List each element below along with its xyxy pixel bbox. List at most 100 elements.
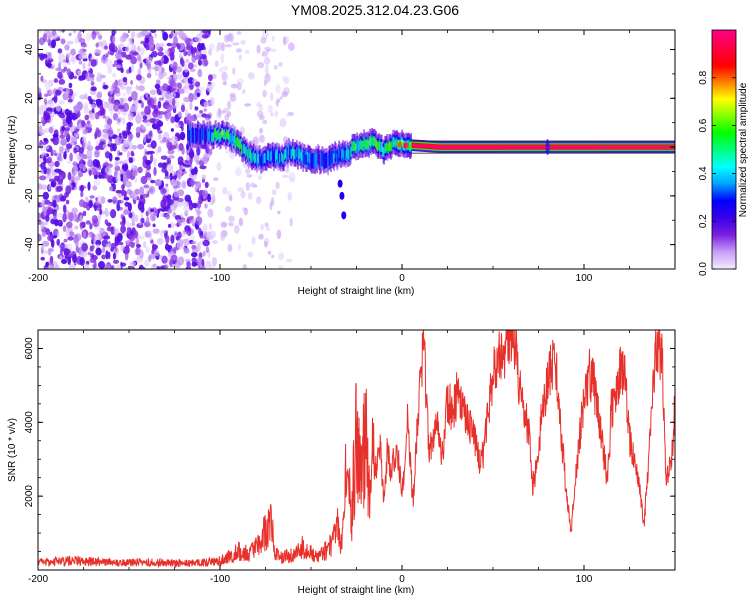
heatmap-ridge-cell [592,145,594,149]
heatmap-ridge-cell [245,147,247,157]
heatmap-noise-cell [78,60,83,65]
heatmap-noise-cell [242,263,248,269]
heatmap-ridge-cell [519,145,521,149]
heatmap-noise-cell [186,260,191,269]
heatmap-noise-cell [41,199,45,208]
colorbar-cell [712,241,736,244]
heatmap-ridge-cell [219,132,221,143]
heatmap-ridge-cell [378,140,380,151]
heatmap-noise-cell [205,246,210,253]
heatmap-noise-cell [77,30,82,40]
heatmap-ridge-cell [430,145,432,148]
heatmap-noise-cell [105,53,109,58]
heatmap-ridge-cell [553,145,555,149]
heatmap-noise-cell [40,144,47,152]
heatmap-noise-cell [158,43,165,48]
heatmap-noise-cell [120,98,124,106]
heatmap-ridge-cell [226,131,228,137]
heatmap-ridge-cell [408,142,410,148]
heatmap-noise-cell [61,60,66,67]
heatmap-noise-cell [49,102,54,109]
heatmap-noise-cell [43,137,48,142]
heatmap-noise-cell [187,48,192,57]
heatmap-ridge-cell [483,145,485,149]
heatmap-ridge-cell [291,149,293,159]
heatmap-noise-cell [117,110,121,115]
heatmap-noise-cell [196,200,202,209]
heatmap-noise-cell [63,151,67,160]
heatmap-noise-cell [191,261,198,267]
heatmap-noise-cell [52,133,59,138]
heatmap-ridge-cell [359,140,361,151]
heatmap-ridge-cell [339,149,341,160]
heatmap-noise-cell [169,51,175,62]
heatmap-ridge-cell [393,137,395,147]
heatmap-ridge-cell [259,152,261,163]
colorbar-cell [712,255,736,258]
heatmap-noise-cell [135,111,142,116]
heatmap-noise-cell [138,221,142,226]
heatmap-ridge-cell [454,145,456,149]
spectrogram-x-tick-label: 100 [576,273,593,284]
heatmap-noise-cell [120,67,124,74]
heatmap-noise-cell [249,140,256,144]
heatmap-ridge-cell [413,143,415,147]
heatmap-noise-cell [245,49,250,54]
heatmap-noise-cell [102,84,109,90]
heatmap-noise-cell [276,98,281,103]
heatmap-ridge-cell [221,130,223,136]
heatmap-noise-cell [188,84,194,90]
heatmap-noise-cell [140,205,145,213]
heatmap-ridge-cell [497,145,499,149]
heatmap-noise-cell [171,97,176,107]
heatmap-noise-cell [83,154,88,160]
heatmap-ridge-cell [647,145,649,149]
heatmap-ridge-cell [357,142,359,153]
heatmap-noise-cell [190,215,194,220]
heatmap-noise-cell [159,265,165,269]
heatmap-ridge-cell [496,145,498,149]
heatmap-ridge-cell [213,131,215,142]
colorbar-cell [712,169,736,173]
heatmap-noise-cell [149,89,157,96]
heatmap-noise-cell [236,31,242,35]
heatmap-noise-cell [206,83,213,93]
heatmap-ridge-cell [268,151,270,161]
heatmap-ridge-cell [653,145,655,149]
heatmap-noise-cell [140,217,145,224]
heatmap-ridge-cell [630,145,632,149]
heatmap-noise-cell [171,203,177,212]
heatmap-noise-cell [144,105,151,115]
heatmap-noise-cell [158,133,162,140]
heatmap-ridge-cell [222,130,224,135]
heatmap-noise-cell [90,81,95,86]
heatmap-noise-cell [103,235,111,240]
heatmap-noise-cell [145,121,152,127]
heatmap-ridge-cell [353,141,355,152]
colorbar-tick-label: 0.2 [698,214,709,228]
heatmap-ridge-cell [248,151,250,162]
heatmap-noise-cell [169,145,176,150]
heatmap-noise-cell [180,217,186,224]
heatmap-noise-cell [114,136,122,146]
heatmap-noise-cell [170,128,174,132]
heatmap-noise-cell [107,251,111,260]
heatmap-noise-cell [116,120,121,125]
heatmap-noise-cell [194,184,198,192]
heatmap-ridge-cell [189,130,191,146]
colorbar-cell [712,239,736,242]
heatmap-noise-cell [66,221,73,229]
heatmap-noise-cell [126,86,133,90]
colorbar-cell [712,207,736,210]
spectrogram-y-label: Frequency (Hz) [7,116,18,185]
heatmap-noise-cell [84,93,88,100]
heatmap-ridge-cell [629,145,631,149]
heatmap-noise-cell [137,68,142,76]
heatmap-noise-cell [53,211,57,221]
heatmap-noise-cell [194,81,201,87]
heatmap-noise-cell [126,227,131,235]
heatmap-noise-cell [196,242,201,252]
heatmap-noise-cell [95,49,102,55]
heatmap-noise-cell [55,103,62,112]
heatmap-ridge-cell [508,145,510,149]
